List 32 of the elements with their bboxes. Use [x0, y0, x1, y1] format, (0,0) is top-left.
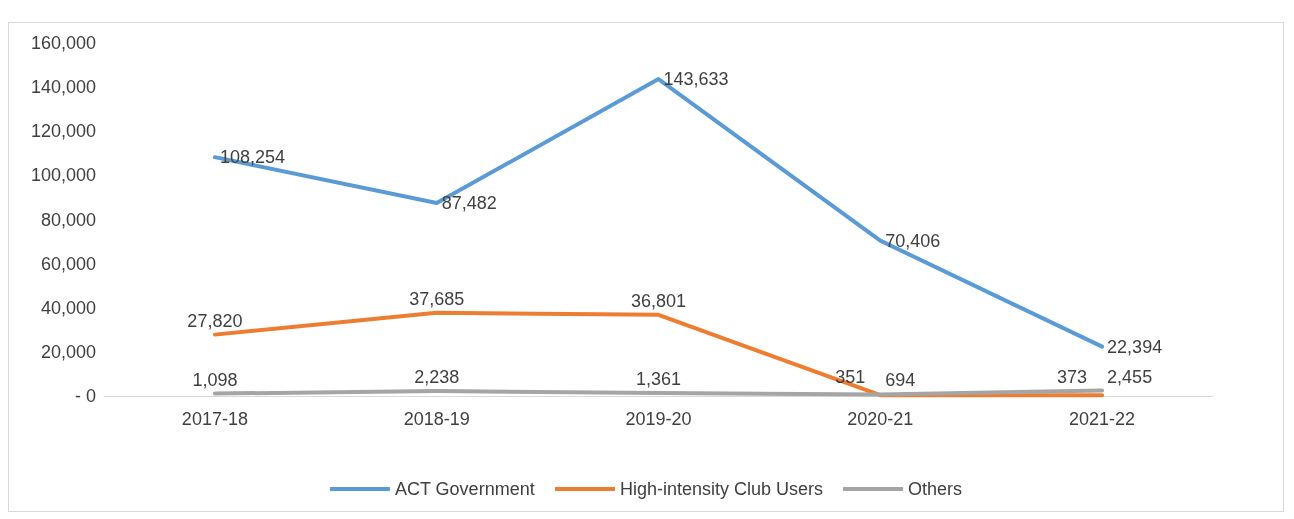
x-tick-label: 2020-21 — [847, 409, 914, 429]
y-tick-label: 120,000 — [30, 121, 96, 142]
data-label: 108,254 — [219, 147, 285, 168]
legend-label: ACT Government — [394, 479, 535, 499]
data-label: 1,098 — [192, 369, 238, 390]
data-label: 351 — [835, 367, 866, 388]
data-label: 22,394 — [1107, 336, 1163, 357]
y-tick-label: 100,000 — [30, 165, 96, 186]
data-label: 87,482 — [441, 192, 497, 213]
y-tick-label: 160,000 — [30, 33, 96, 53]
x-tick-label: 2019-20 — [625, 409, 692, 429]
data-label: 373 — [1057, 367, 1088, 388]
data-label: 70,406 — [885, 230, 941, 251]
y-tick-label: 40,000 — [40, 297, 96, 318]
y-tick-label: 20,000 — [40, 341, 96, 362]
data-label: 36,801 — [630, 290, 687, 311]
data-label: 2,238 — [414, 367, 460, 388]
y-tick-label: 80,000 — [40, 209, 96, 230]
y-tick-label: - 0 — [74, 386, 96, 406]
x-tick-label: 2017-18 — [181, 409, 248, 429]
data-label: 27,820 — [187, 310, 243, 331]
legend-label: High-intensity Club Users — [619, 479, 824, 499]
legend-label: Others — [908, 479, 963, 499]
y-tick-label: 140,000 — [30, 77, 96, 98]
data-label: 1,361 — [635, 369, 682, 389]
data-label: 2,455 — [1107, 366, 1153, 387]
x-tick-label: 2021-22 — [1069, 409, 1136, 429]
data-label: 143,633 — [663, 69, 729, 90]
data-label: 37,685 — [409, 288, 465, 309]
x-tick-label: 2018-19 — [403, 409, 470, 429]
y-tick-label: 60,000 — [40, 253, 96, 274]
data-label: 694 — [885, 370, 916, 391]
